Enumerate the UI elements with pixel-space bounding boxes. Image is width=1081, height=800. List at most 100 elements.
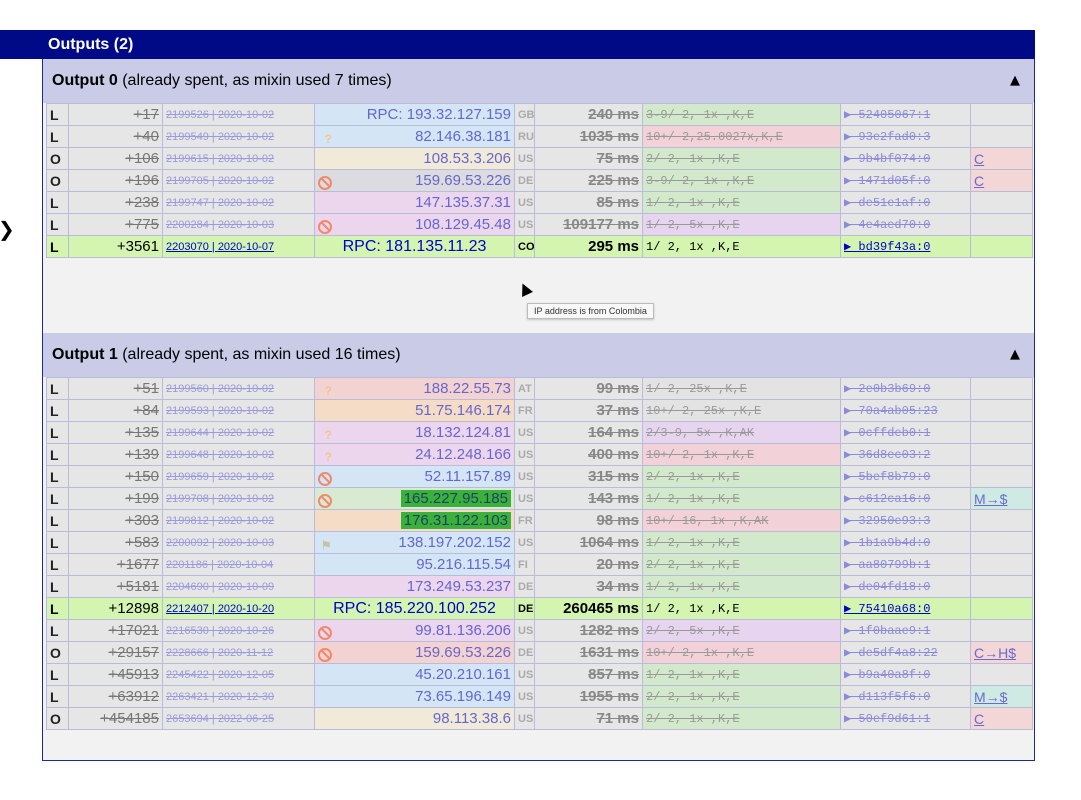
tx-hash-link[interactable]: ▶ bd39f43a:0 <box>844 240 931 254</box>
country-code-cell: GB <box>514 103 535 126</box>
ip-address-link[interactable]: RPC: 193.32.127.159 <box>366 106 511 123</box>
tx-hash-link[interactable]: ▶ 32950e93:3 <box>844 514 931 528</box>
tx-hash-link[interactable]: ▶ 75410a68:0 <box>844 602 931 616</box>
tx-hash-link[interactable]: ▶ b9a40a8f:0 <box>844 668 931 682</box>
block-link[interactable]: 2199549 <box>166 130 209 143</box>
tx-hash-link[interactable]: ▶ c612ca16:0 <box>844 492 931 506</box>
block-link[interactable]: 2212407 <box>166 602 209 615</box>
collapse-up-icon[interactable]: ▲ <box>1010 347 1020 362</box>
ip-address-link[interactable]: 138.197.202.152 <box>398 533 511 551</box>
ip-address-link[interactable]: 108.53.3.206 <box>423 150 511 167</box>
ip-address-link[interactable]: 45.20.210.161 <box>415 666 511 683</box>
ring-info-cell: 2/3-9, 5x ,K,AK <box>642 421 841 444</box>
ip-address-link[interactable]: 18.132.124.81 <box>415 423 511 441</box>
tx-hash-link[interactable]: ▶ 1471d05f:0 <box>844 174 931 188</box>
tx-hash-link[interactable]: ▶ 70a4ab05:23 <box>844 404 938 418</box>
block-link[interactable]: 2245422 <box>166 668 209 681</box>
extra-flag-link[interactable]: C→H$ <box>974 644 1017 661</box>
block-link[interactable]: 2199705 <box>166 174 209 187</box>
ring-info: 10+/ 2, 25x ,K,E <box>646 403 762 418</box>
offset-cell: +1677 <box>68 553 163 576</box>
ip-address-link[interactable]: 98.113.38.6 <box>432 710 511 727</box>
ip-address-link[interactable]: 95.216.115.54 <box>416 556 511 573</box>
ip-address-link[interactable]: 52.11.157.89 <box>424 467 511 485</box>
extra-flag-link[interactable]: C <box>974 710 985 727</box>
table-row: L +139 2199648 | 2020-10-02? 24.12.248.166 U… <box>46 443 1033 466</box>
tx-hash-link[interactable]: ▶ 1f0baae9:1 <box>844 624 931 638</box>
tx-hash-link[interactable]: ▶ 0cffdeb0:1 <box>844 426 931 440</box>
block-link[interactable]: 2199659 <box>166 470 209 483</box>
block-link[interactable]: 2199560 <box>166 382 209 395</box>
extra-flag-cell <box>970 575 1033 598</box>
ip-address-link[interactable]: 173.249.53.237 <box>406 578 511 595</box>
extra-flag-link[interactable]: C <box>974 172 985 189</box>
ring-info-cell: 1/ 2, 1x ,K,E <box>642 191 841 214</box>
ip-cell: 159.69.53.226 <box>314 169 515 192</box>
tx-hash-link[interactable]: ▶ de5df4a8:22 <box>844 646 938 660</box>
ip-address-link[interactable]: 24.12.248.166 <box>415 445 511 463</box>
tx-hash-link[interactable]: ▶ 50ef9d61:1 <box>844 712 931 726</box>
ip-address-link[interactable]: 147.135.37.31 <box>415 194 511 211</box>
country-code-cell: RU <box>514 125 535 148</box>
collapse-up-icon[interactable]: ▲ <box>1010 73 1020 88</box>
tx-hash-link[interactable]: ▶ 1b1a9b4d:0 <box>844 536 931 550</box>
block-link[interactable]: 2199747 <box>166 196 209 209</box>
output-type-cell: O <box>46 707 69 730</box>
tx-hash-link[interactable]: ▶ 36d8ec03:2 <box>844 448 931 462</box>
ip-address-link[interactable]: 165.227.95.185 <box>400 489 511 507</box>
block-link[interactable]: 2199644 <box>166 426 209 439</box>
block-link[interactable]: 2216530 <box>166 624 209 637</box>
country-code-cell: CO <box>514 235 535 258</box>
tx-hash-link[interactable]: ▶ 4e4aed70:0 <box>844 218 931 232</box>
tx-hash-link[interactable]: ▶ aa80799b:1 <box>844 558 931 572</box>
tx-hash-link[interactable]: ▶ de51e1af:0 <box>844 196 931 210</box>
expand-arrow-icon[interactable]: ❯ <box>0 217 15 241</box>
offset-value: +199 <box>125 490 159 507</box>
ip-address-link[interactable]: 159.69.53.226 <box>415 171 511 189</box>
block-link[interactable]: 2200092 <box>166 536 209 549</box>
block-link[interactable]: 2263421 <box>166 690 209 703</box>
country-code: US <box>518 712 534 725</box>
block-link[interactable]: 2199812 <box>166 514 209 527</box>
block-link[interactable]: 2200284 <box>166 218 209 231</box>
block-link[interactable]: 2203070 <box>166 240 209 253</box>
ring-info: 2/ 2, 1x ,K,E <box>646 689 740 704</box>
ip-address-link[interactable]: 73.65.196.149 <box>415 688 511 705</box>
block-link[interactable]: 2228666 <box>166 646 209 659</box>
ip-cell: ? 18.132.124.81 <box>314 421 515 444</box>
tx-hash-link[interactable]: ▶ 93e2fad0:3 <box>844 130 931 144</box>
output-type: L <box>50 194 59 211</box>
output-type: O <box>50 710 61 727</box>
separator: | <box>208 240 218 253</box>
tx-hash-link[interactable]: ▶ d113f5f6:0 <box>844 690 931 704</box>
extra-flag-link[interactable]: M→$ <box>974 490 1008 507</box>
latency-cell: 1282 ms <box>534 619 643 642</box>
extra-flag-link[interactable]: C <box>974 150 985 167</box>
ip-address-link[interactable]: RPC: 185.220.100.252 <box>333 599 496 617</box>
ip-address-link[interactable]: 188.22.55.73 <box>423 379 511 397</box>
tx-hash-link[interactable]: ▶ 2e0b3b69:0 <box>844 382 931 396</box>
output-type: L <box>50 216 59 233</box>
block-link[interactable]: 2653694 <box>166 712 209 725</box>
block-link[interactable]: 2199615 <box>166 152 209 165</box>
offset-cell: +583 <box>68 531 163 554</box>
ip-address-link[interactable]: 159.69.53.226 <box>415 643 511 661</box>
block-date: 2020-10-03 <box>217 536 275 549</box>
block-link[interactable]: 2199648 <box>166 448 209 461</box>
ip-address-link[interactable]: 99.81.136.206 <box>415 621 511 639</box>
tx-hash-link[interactable]: ▶ 5bef8b79:0 <box>844 470 931 484</box>
ip-address-link[interactable]: 108.129.45.48 <box>415 215 511 233</box>
block-link[interactable]: 2199593 <box>166 404 209 417</box>
ip-address-link[interactable]: 176.31.122.103 <box>400 512 511 529</box>
tx-hash-link[interactable]: ▶ 52405067:1 <box>844 108 931 122</box>
block-link[interactable]: 2199708 <box>166 492 209 505</box>
ip-address-link[interactable]: 82.146.38.181 <box>415 127 511 145</box>
tx-hash-link[interactable]: ▶ 9b4bf074:0 <box>844 152 931 166</box>
block-link[interactable]: 2204690 <box>166 580 209 593</box>
block-link[interactable]: 2201186 <box>166 558 209 571</box>
extra-flag-link[interactable]: M→$ <box>974 688 1008 705</box>
block-link[interactable]: 2199526 <box>166 108 209 121</box>
ip-address-link[interactable]: 51.75.146.174 <box>415 402 511 419</box>
ip-address-link[interactable]: RPC: 181.135.11.23 <box>342 237 487 255</box>
tx-hash-link[interactable]: ▶ de04fd18:0 <box>844 580 931 594</box>
